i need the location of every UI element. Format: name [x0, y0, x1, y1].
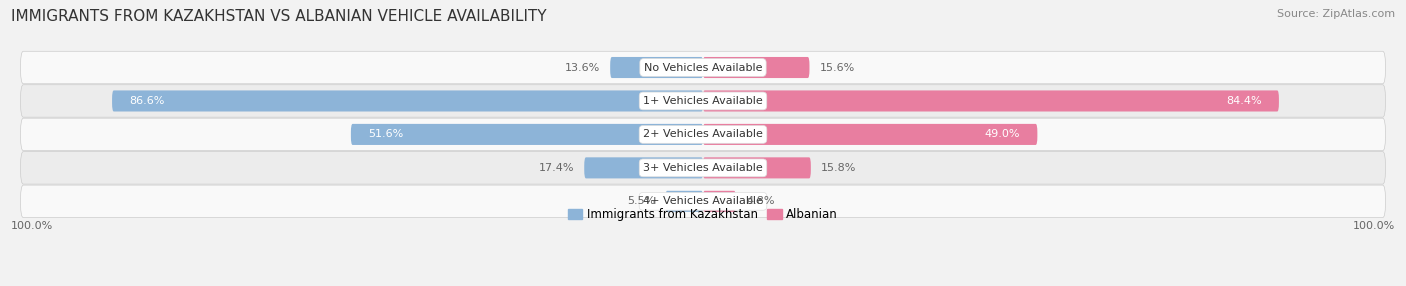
Text: 1+ Vehicles Available: 1+ Vehicles Available — [643, 96, 763, 106]
Text: Source: ZipAtlas.com: Source: ZipAtlas.com — [1277, 9, 1395, 19]
Text: 13.6%: 13.6% — [565, 63, 600, 73]
FancyBboxPatch shape — [352, 124, 703, 145]
FancyBboxPatch shape — [112, 90, 703, 112]
Text: 51.6%: 51.6% — [368, 130, 404, 139]
Text: 86.6%: 86.6% — [129, 96, 165, 106]
FancyBboxPatch shape — [703, 157, 811, 178]
FancyBboxPatch shape — [703, 124, 1038, 145]
FancyBboxPatch shape — [585, 157, 703, 178]
FancyBboxPatch shape — [21, 152, 1385, 184]
FancyBboxPatch shape — [21, 185, 1385, 218]
FancyBboxPatch shape — [703, 191, 735, 212]
Text: IMMIGRANTS FROM KAZAKHSTAN VS ALBANIAN VEHICLE AVAILABILITY: IMMIGRANTS FROM KAZAKHSTAN VS ALBANIAN V… — [11, 9, 547, 23]
FancyBboxPatch shape — [610, 57, 703, 78]
FancyBboxPatch shape — [703, 90, 1279, 112]
Text: 100.0%: 100.0% — [1354, 221, 1396, 231]
Text: 15.6%: 15.6% — [820, 63, 855, 73]
Text: 2+ Vehicles Available: 2+ Vehicles Available — [643, 130, 763, 139]
Text: 100.0%: 100.0% — [10, 221, 52, 231]
FancyBboxPatch shape — [21, 85, 1385, 117]
Text: 84.4%: 84.4% — [1226, 96, 1261, 106]
FancyBboxPatch shape — [703, 57, 810, 78]
Legend: Immigrants from Kazakhstan, Albanian: Immigrants from Kazakhstan, Albanian — [568, 208, 838, 221]
FancyBboxPatch shape — [665, 191, 703, 212]
Text: 15.8%: 15.8% — [821, 163, 856, 173]
Text: 3+ Vehicles Available: 3+ Vehicles Available — [643, 163, 763, 173]
Text: 4.8%: 4.8% — [747, 196, 775, 206]
FancyBboxPatch shape — [21, 118, 1385, 151]
FancyBboxPatch shape — [21, 51, 1385, 84]
Text: 4+ Vehicles Available: 4+ Vehicles Available — [643, 196, 763, 206]
Text: No Vehicles Available: No Vehicles Available — [644, 63, 762, 73]
Text: 5.5%: 5.5% — [627, 196, 655, 206]
Text: 49.0%: 49.0% — [984, 130, 1021, 139]
Text: 17.4%: 17.4% — [538, 163, 574, 173]
